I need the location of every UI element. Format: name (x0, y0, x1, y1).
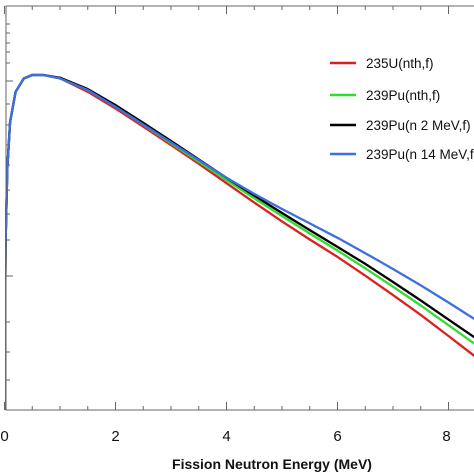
x-tick-label-0: 0 (0, 428, 8, 445)
x-tick-label-4: 4 (222, 428, 230, 445)
x-tick-label-8: 8 (442, 428, 450, 445)
legend-label-239pu-thermal: 239Pu(nth,f) (366, 88, 440, 103)
x-tick-label-6: 6 (333, 428, 341, 445)
x-tick-label-2: 2 (111, 428, 119, 445)
series-layer (5, 73, 474, 410)
legend-label-239pu-2mev: 239Pu(n 2 MeV,f) (366, 118, 471, 133)
x-tick-labels: 0 2 4 6 8 (0, 428, 450, 445)
legend-label-239pu-14mev: 239Pu(n 14 MeV,f) (366, 147, 474, 162)
x-axis-title: Fission Neutron Energy (MeV) (172, 456, 372, 472)
ticks-layer (4, 6, 449, 410)
plot-area-frame (5, 5, 474, 411)
legend-label-235u: 235U(nth,f) (366, 56, 434, 71)
legend: 235U(nth,f) 239Pu(nth,f) 239Pu(n 2 MeV,f… (330, 56, 474, 162)
series-line-239pu-14mev (5, 73, 474, 410)
